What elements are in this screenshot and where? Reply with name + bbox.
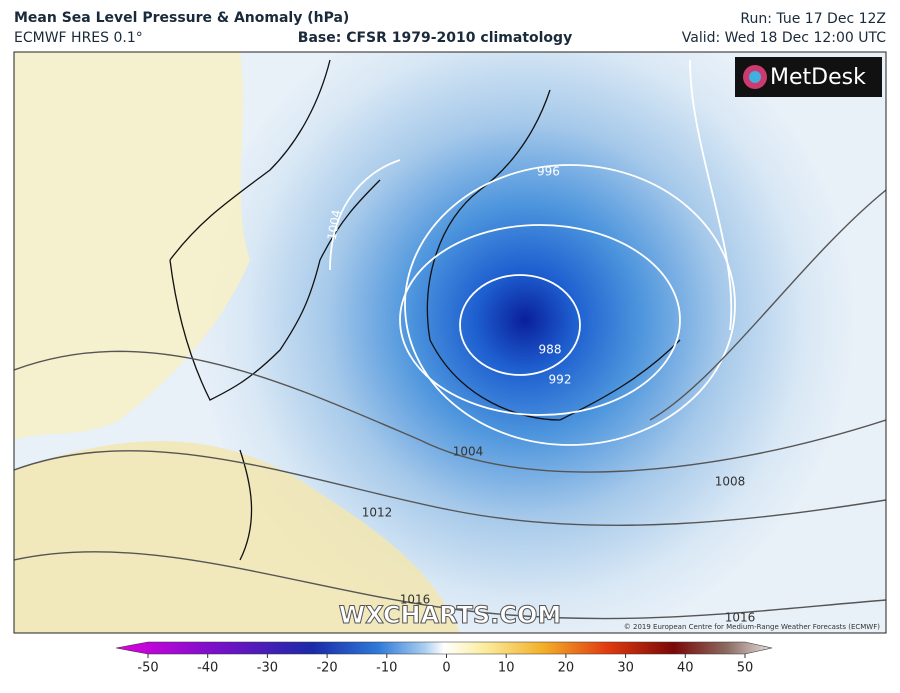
- colorbar-ramp: [115, 641, 773, 655]
- contour: [14, 450, 886, 526]
- positive-anomaly: [14, 52, 250, 440]
- contour-label: 1012: [362, 506, 393, 520]
- contour-label: 1008: [715, 475, 746, 489]
- colorbar-tick-label: 40: [677, 661, 694, 676]
- colorbar-tick-label: 10: [498, 661, 515, 676]
- logo-icon: [749, 71, 761, 83]
- map-frame: [13, 51, 887, 634]
- contour-label: 1016: [725, 611, 756, 625]
- coastline: [169, 59, 681, 561]
- valid: Valid: Wed 18 Dec 12:00 UTC: [682, 30, 886, 46]
- contour-label: 1016: [400, 593, 431, 607]
- contour-label: 1004: [325, 209, 344, 242]
- logo: MetDesk: [770, 65, 866, 90]
- colorbar-tick-label: -50: [137, 661, 158, 676]
- contour: [404, 164, 736, 446]
- map: 996 1004 988 992 1004 1008 1012 1016 101…: [14, 52, 886, 633]
- contour: [399, 224, 681, 416]
- contour-label: 992: [549, 373, 572, 387]
- positive-anomaly: [14, 441, 460, 633]
- title: Mean Sea Level Pressure & Anomaly (hPa): [14, 10, 349, 26]
- colorbar-tick-label: -30: [257, 661, 278, 676]
- copyright: © 2019 European Centre for Medium-Range …: [624, 623, 880, 631]
- watermark: WXCHARTS.COM: [339, 601, 561, 629]
- contour-label: 1004: [453, 445, 484, 459]
- contour: [14, 350, 886, 473]
- run: Run: Tue 17 Dec 12Z: [740, 11, 886, 27]
- colorbar-tick-label: -10: [376, 661, 397, 676]
- base: Base: CFSR 1979-2010 climatology: [298, 30, 572, 46]
- colorbar-tick-label: 30: [617, 661, 634, 676]
- colorbar-tick-label: 20: [558, 661, 575, 676]
- contour-label: 988: [539, 343, 562, 357]
- colorbar-tick-label: -20: [316, 661, 337, 676]
- colorbar-tick-label: 50: [737, 661, 754, 676]
- contour: [649, 189, 886, 421]
- colorbar: -50 -40 -30 -20 -10 0 10 20 30 40 50: [115, 641, 773, 676]
- contour-label: 996: [537, 165, 560, 179]
- colorbar-tick-label: 0: [442, 661, 450, 676]
- contour: [329, 59, 733, 331]
- model: ECMWF HRES 0.1°: [14, 30, 143, 46]
- colorbar-tick-label: -40: [197, 661, 218, 676]
- contour: [14, 551, 886, 620]
- contour: [459, 274, 581, 376]
